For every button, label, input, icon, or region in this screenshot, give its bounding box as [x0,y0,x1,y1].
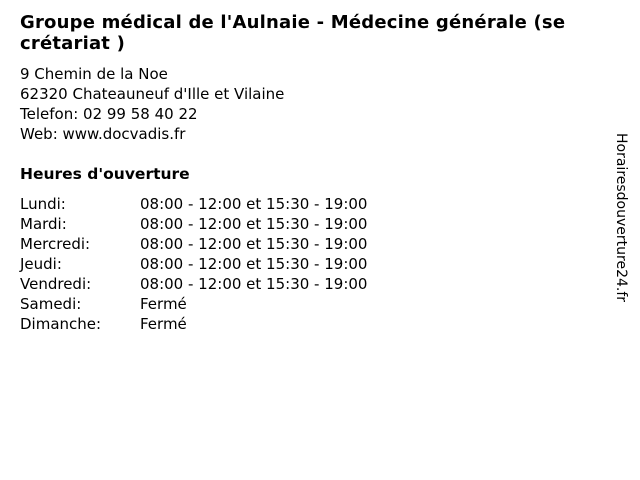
address-street: 9 Chemin de la Noe [20,65,168,83]
contact-block: 9 Chemin de la Noe 62320 Chateauneuf d'I… [20,64,284,144]
day-label: Jeudi: [20,255,62,273]
table-row: Mercredi: 08:00 - 12:00 et 15:30 - 19:00 [20,234,367,254]
time-value: 08:00 - 12:00 et 15:30 - 19:00 [140,255,368,273]
time-value: 08:00 - 12:00 et 15:30 - 19:00 [140,275,368,293]
table-row: Jeudi: 08:00 - 12:00 et 15:30 - 19:00 [20,254,367,274]
time-value: 08:00 - 12:00 et 15:30 - 19:00 [140,215,368,233]
day-label: Mercredi: [20,235,91,253]
table-row: Vendredi: 08:00 - 12:00 et 15:30 - 19:00 [20,274,367,294]
day-label: Vendredi: [20,275,92,293]
phone-line: Telefon: 02 99 58 40 22 [20,105,198,123]
address-city: 62320 Chateauneuf d'Ille et Vilaine [20,85,285,103]
opening-hours-heading: Heures d'ouverture [20,165,190,183]
day-label: Mardi: [20,215,67,233]
table-row: Lundi: 08:00 - 12:00 et 15:30 - 19:00 [20,194,367,214]
table-row: Mardi: 08:00 - 12:00 et 15:30 - 19:00 [20,214,367,234]
day-label: Dimanche: [20,315,102,333]
watermark-vertical-text: Horairesdouverture24.fr [613,133,629,303]
time-value: Fermé [140,315,187,333]
table-row: Samedi: Fermé [20,294,367,314]
time-value: 08:00 - 12:00 et 15:30 - 19:00 [140,235,368,253]
time-value: Fermé [140,295,187,313]
day-label: Lundi: [20,195,66,213]
table-row: Dimanche: Fermé [20,314,367,334]
website-line: Web: www.docvadis.fr [20,125,186,143]
time-value: 08:00 - 12:00 et 15:30 - 19:00 [140,195,368,213]
page-title: Groupe médical de l'Aulnaie - Médecine g… [20,12,566,54]
day-label: Samedi: [20,295,82,313]
opening-hours-table: Lundi: 08:00 - 12:00 et 15:30 - 19:00 Ma… [20,194,367,334]
